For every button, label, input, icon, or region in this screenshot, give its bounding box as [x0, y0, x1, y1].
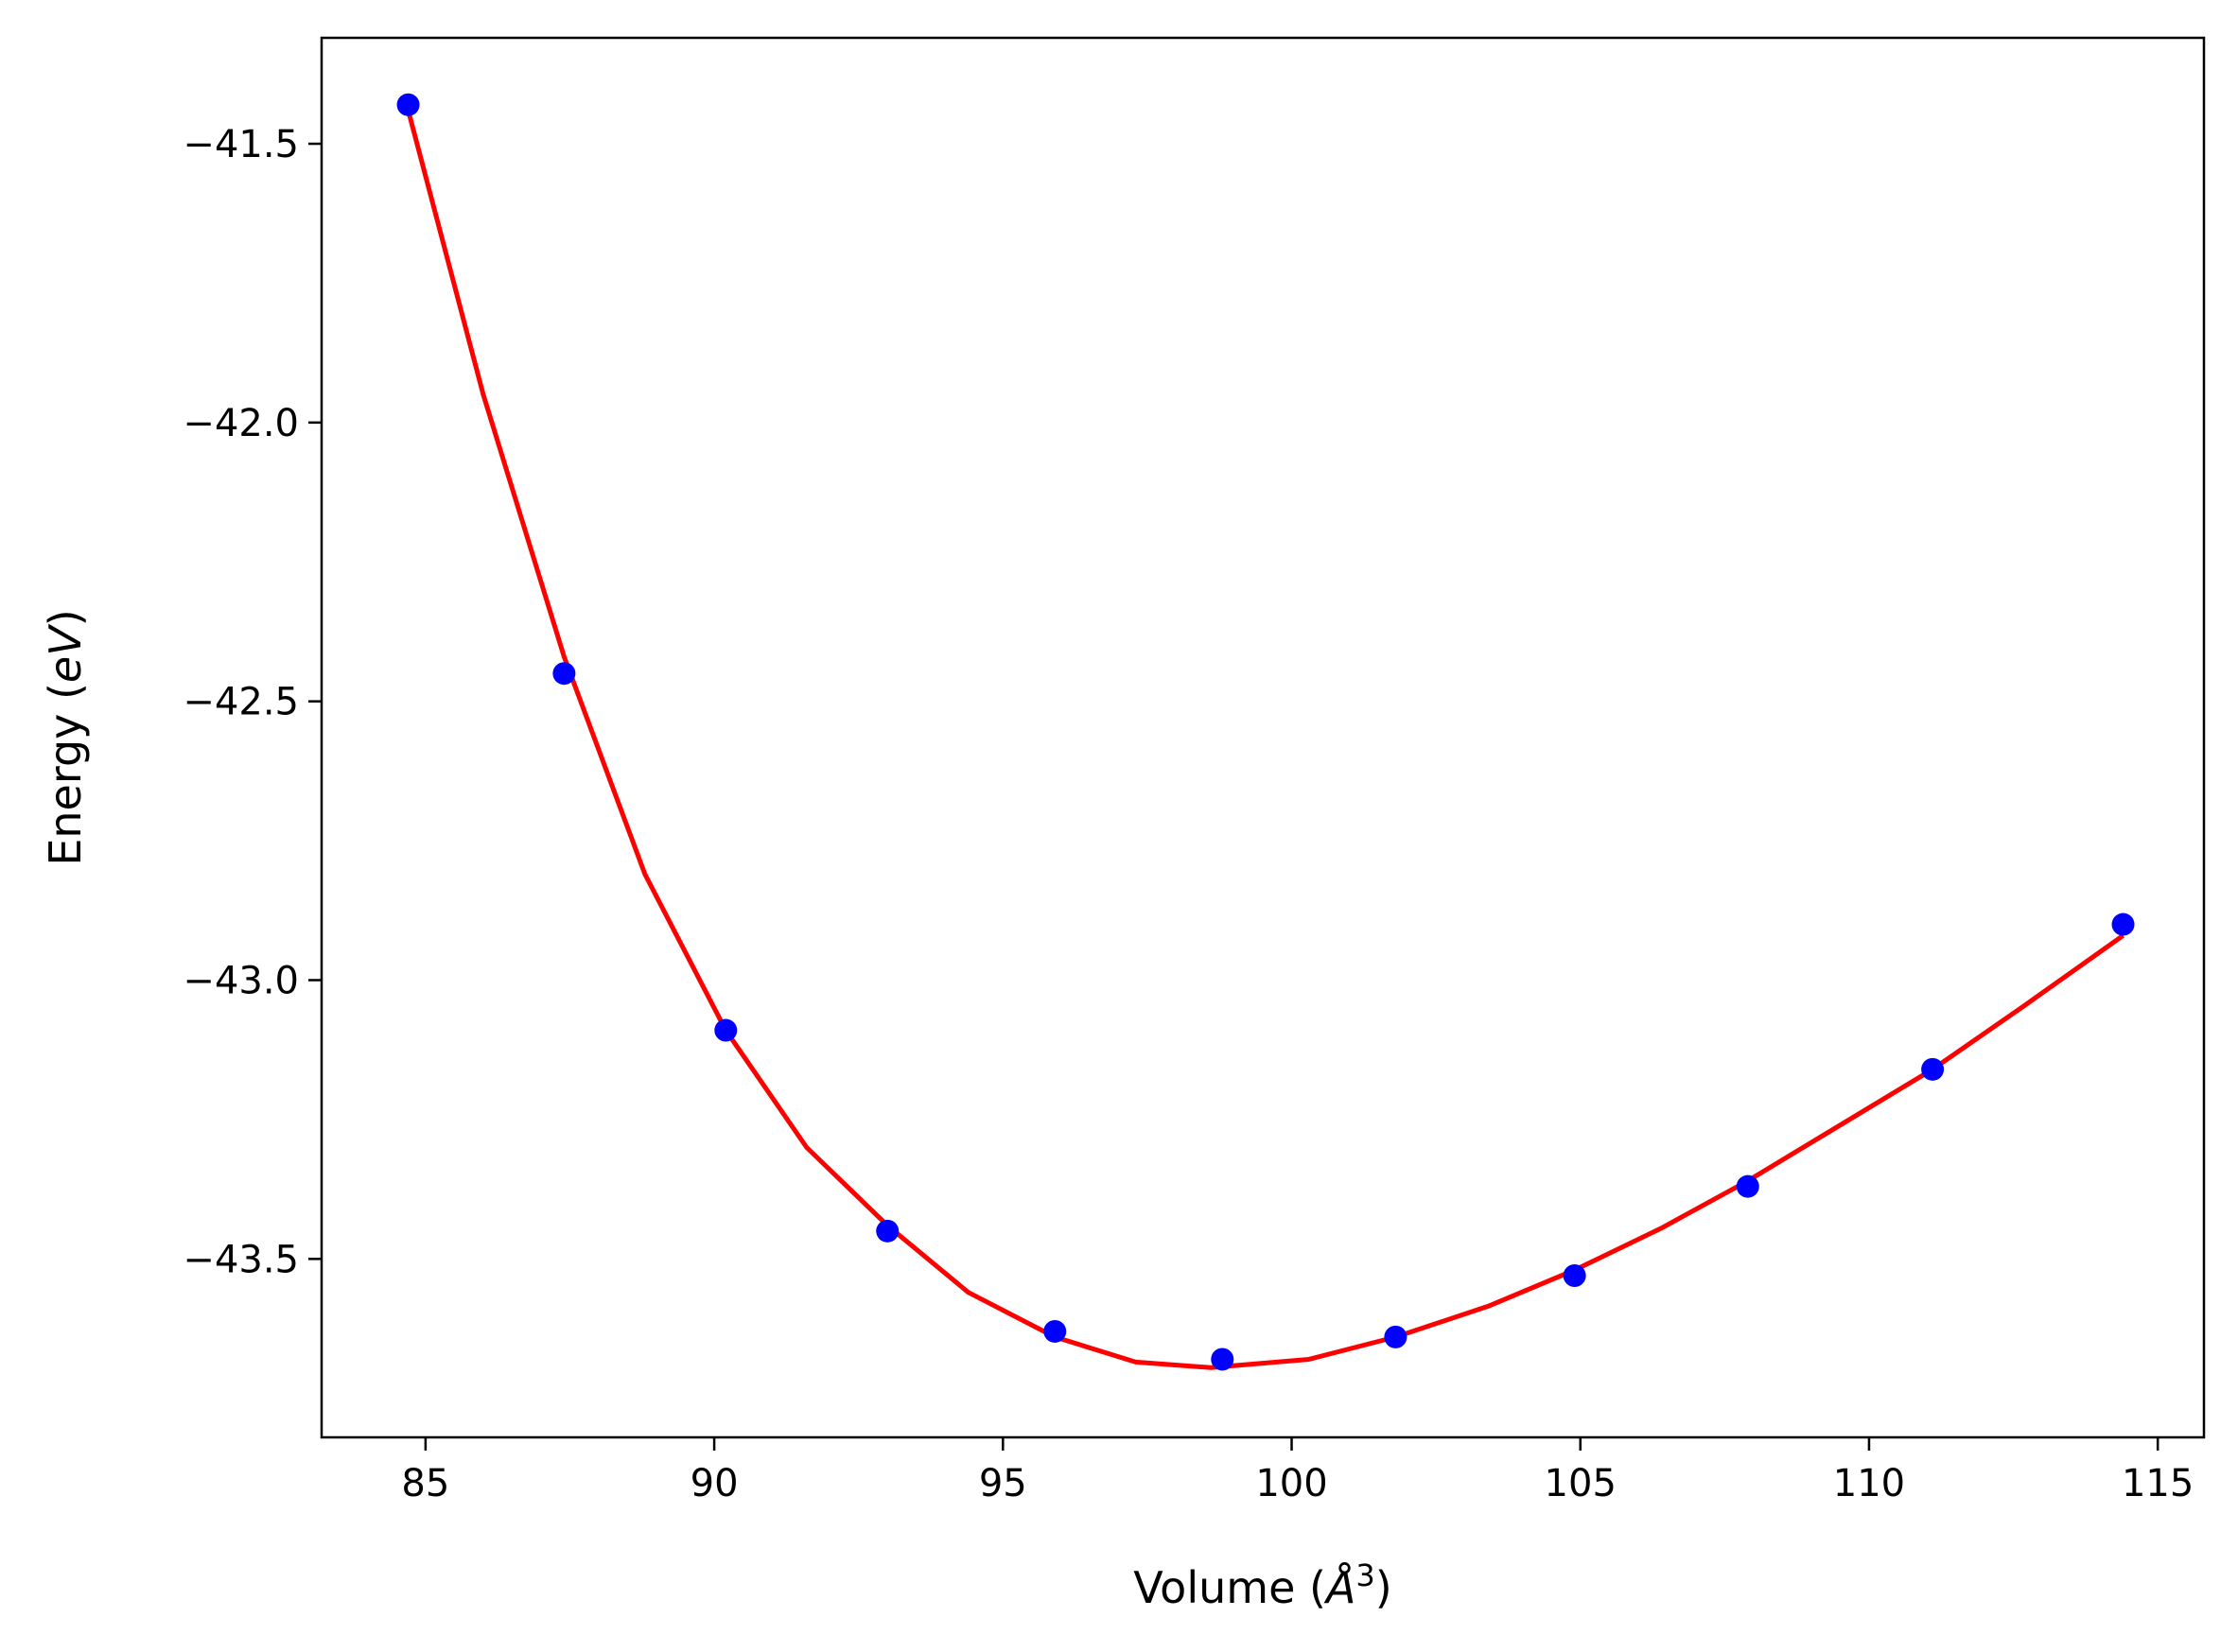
x-axis-label-suffix: ): [1375, 1562, 1392, 1613]
y-tick-label: −43.0: [183, 959, 299, 1002]
x-tick-label: 110: [1833, 1462, 1905, 1505]
y-axis-label-suffix: ): [40, 609, 91, 626]
x-tick-label: 85: [401, 1462, 449, 1505]
data-point: [552, 662, 576, 686]
data-point: [1921, 1057, 1945, 1081]
y-tick-label: −42.5: [183, 681, 299, 724]
data-point: [1384, 1325, 1407, 1348]
data-point: [396, 93, 420, 116]
x-axis-label-superscript: 3: [1355, 1557, 1374, 1593]
x-tick-label: 115: [2122, 1462, 2194, 1505]
y-axis-label-prefix: Energy (: [40, 683, 91, 866]
data-point: [1563, 1264, 1586, 1288]
plot-layer: [396, 93, 2135, 1371]
data-point: [876, 1219, 900, 1243]
data-point: [714, 1018, 738, 1042]
x-axis-label-prefix: Volume (: [1133, 1562, 1326, 1613]
x-axis-label-symbol: Å: [1323, 1562, 1355, 1613]
x-axis: 85 90 95 100 105 110 115: [401, 1437, 2194, 1505]
data-point: [1736, 1174, 1759, 1198]
x-axis-label: Volume (Å3): [1133, 1557, 1391, 1613]
y-axis-label-unit: eV: [40, 623, 91, 683]
data-point: [1043, 1319, 1067, 1343]
y-tick-label: −42.0: [183, 402, 299, 445]
data-point: [2111, 913, 2135, 936]
y-axis: −41.5 −42.0 −42.5 −43.0 −43.5: [183, 123, 322, 1281]
plot-frame: [320, 36, 2206, 1439]
x-tick-label: 105: [1545, 1462, 1617, 1505]
x-tick-label: 95: [979, 1462, 1027, 1505]
x-tick-label: 100: [1255, 1462, 1327, 1505]
y-axis-label: Energy (eV): [40, 609, 91, 865]
x-tick-label: 90: [691, 1462, 739, 1505]
y-tick-label: −43.5: [183, 1238, 299, 1281]
fit-curve-line: [406, 110, 2124, 1370]
data-point: [1211, 1348, 1234, 1371]
y-tick-label: −41.5: [183, 123, 299, 166]
